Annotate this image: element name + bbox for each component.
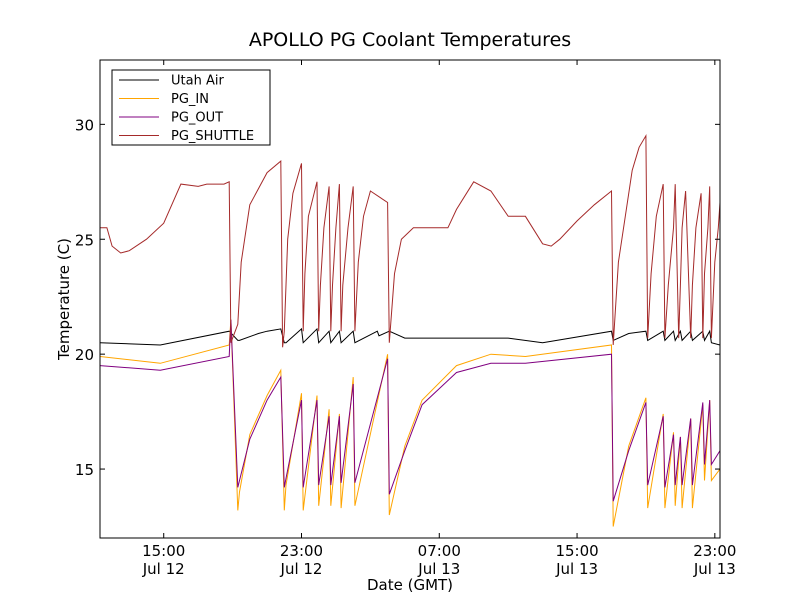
y-axis-label: Temperature (C) [55, 238, 73, 361]
legend-label: PG_SHUTTLE [171, 129, 254, 144]
legend-label: Utah Air [171, 74, 224, 89]
y-tick-label: 15 [75, 461, 94, 479]
x-tick-time-label: 15:00 [142, 542, 185, 560]
y-tick-label: 30 [75, 116, 94, 134]
legend: Utah Air PG_IN PG_OUT PG_SHUTTLE [112, 70, 270, 145]
x-tick-time-label: 23:00 [693, 542, 736, 560]
y-tick-label: 25 [75, 231, 94, 249]
x-tick-date-label: Jul 13 [693, 560, 736, 578]
legend-label: PG_OUT [171, 111, 223, 126]
x-tick-time-label: 07:00 [418, 542, 461, 560]
legend-label: PG_IN [171, 92, 209, 107]
x-tick-date-label: Jul 13 [555, 560, 598, 578]
chart: APOLLO PG Coolant Temperatures 15202530 … [0, 0, 800, 600]
y-tick-label: 20 [75, 346, 94, 364]
x-tick-time-label: 23:00 [280, 542, 323, 560]
x-tick-date-label: Jul 12 [280, 560, 323, 578]
x-tick-time-label: 15:00 [555, 542, 598, 560]
x-axis-label: Date (GMT) [367, 576, 453, 594]
x-tick-date-label: Jul 12 [142, 560, 185, 578]
chart-title: APOLLO PG Coolant Temperatures [249, 29, 571, 51]
